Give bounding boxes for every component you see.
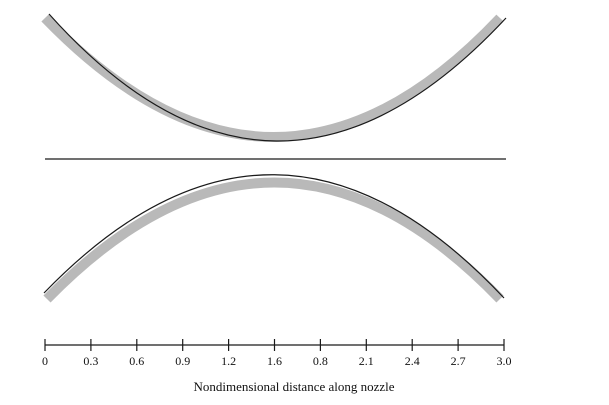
tick-label: 0.8: [313, 354, 328, 368]
lower-wall-edge: [43, 174, 505, 299]
tick-label: 1.2: [221, 354, 236, 368]
upper-nozzle-wall: [41, 13, 507, 142]
lower-nozzle-wall: [43, 174, 505, 303]
upper-wall-edge: [48, 13, 507, 142]
tick-label: 0: [42, 354, 48, 368]
upper-wall-shading: [41, 14, 504, 142]
distance-axis: 0 0.3 0.6 0.9 1.2 1.6 0.8 2.1 2.4 2.7 3.0 Nondimen…: [42, 339, 512, 394]
tick-label: 2.7: [451, 354, 466, 368]
tick-label: 2.4: [405, 354, 420, 368]
tick-label: 2.1: [359, 354, 374, 368]
lower-wall-shading: [43, 177, 504, 303]
tick-labels: 0 0.3 0.6 0.9 1.2 1.6 0.8 2.1 2.4 2.7 3.0: [42, 354, 512, 368]
tick-label: 0.9: [175, 354, 190, 368]
axis-title: Nondimensional distance along nozzle: [193, 379, 394, 394]
tick-label: 3.0: [497, 354, 512, 368]
tick-label: 1.6: [267, 354, 282, 368]
tick-label: 0.6: [129, 354, 144, 368]
tick-label: 0.3: [83, 354, 98, 368]
tick-marks: [44, 339, 505, 351]
